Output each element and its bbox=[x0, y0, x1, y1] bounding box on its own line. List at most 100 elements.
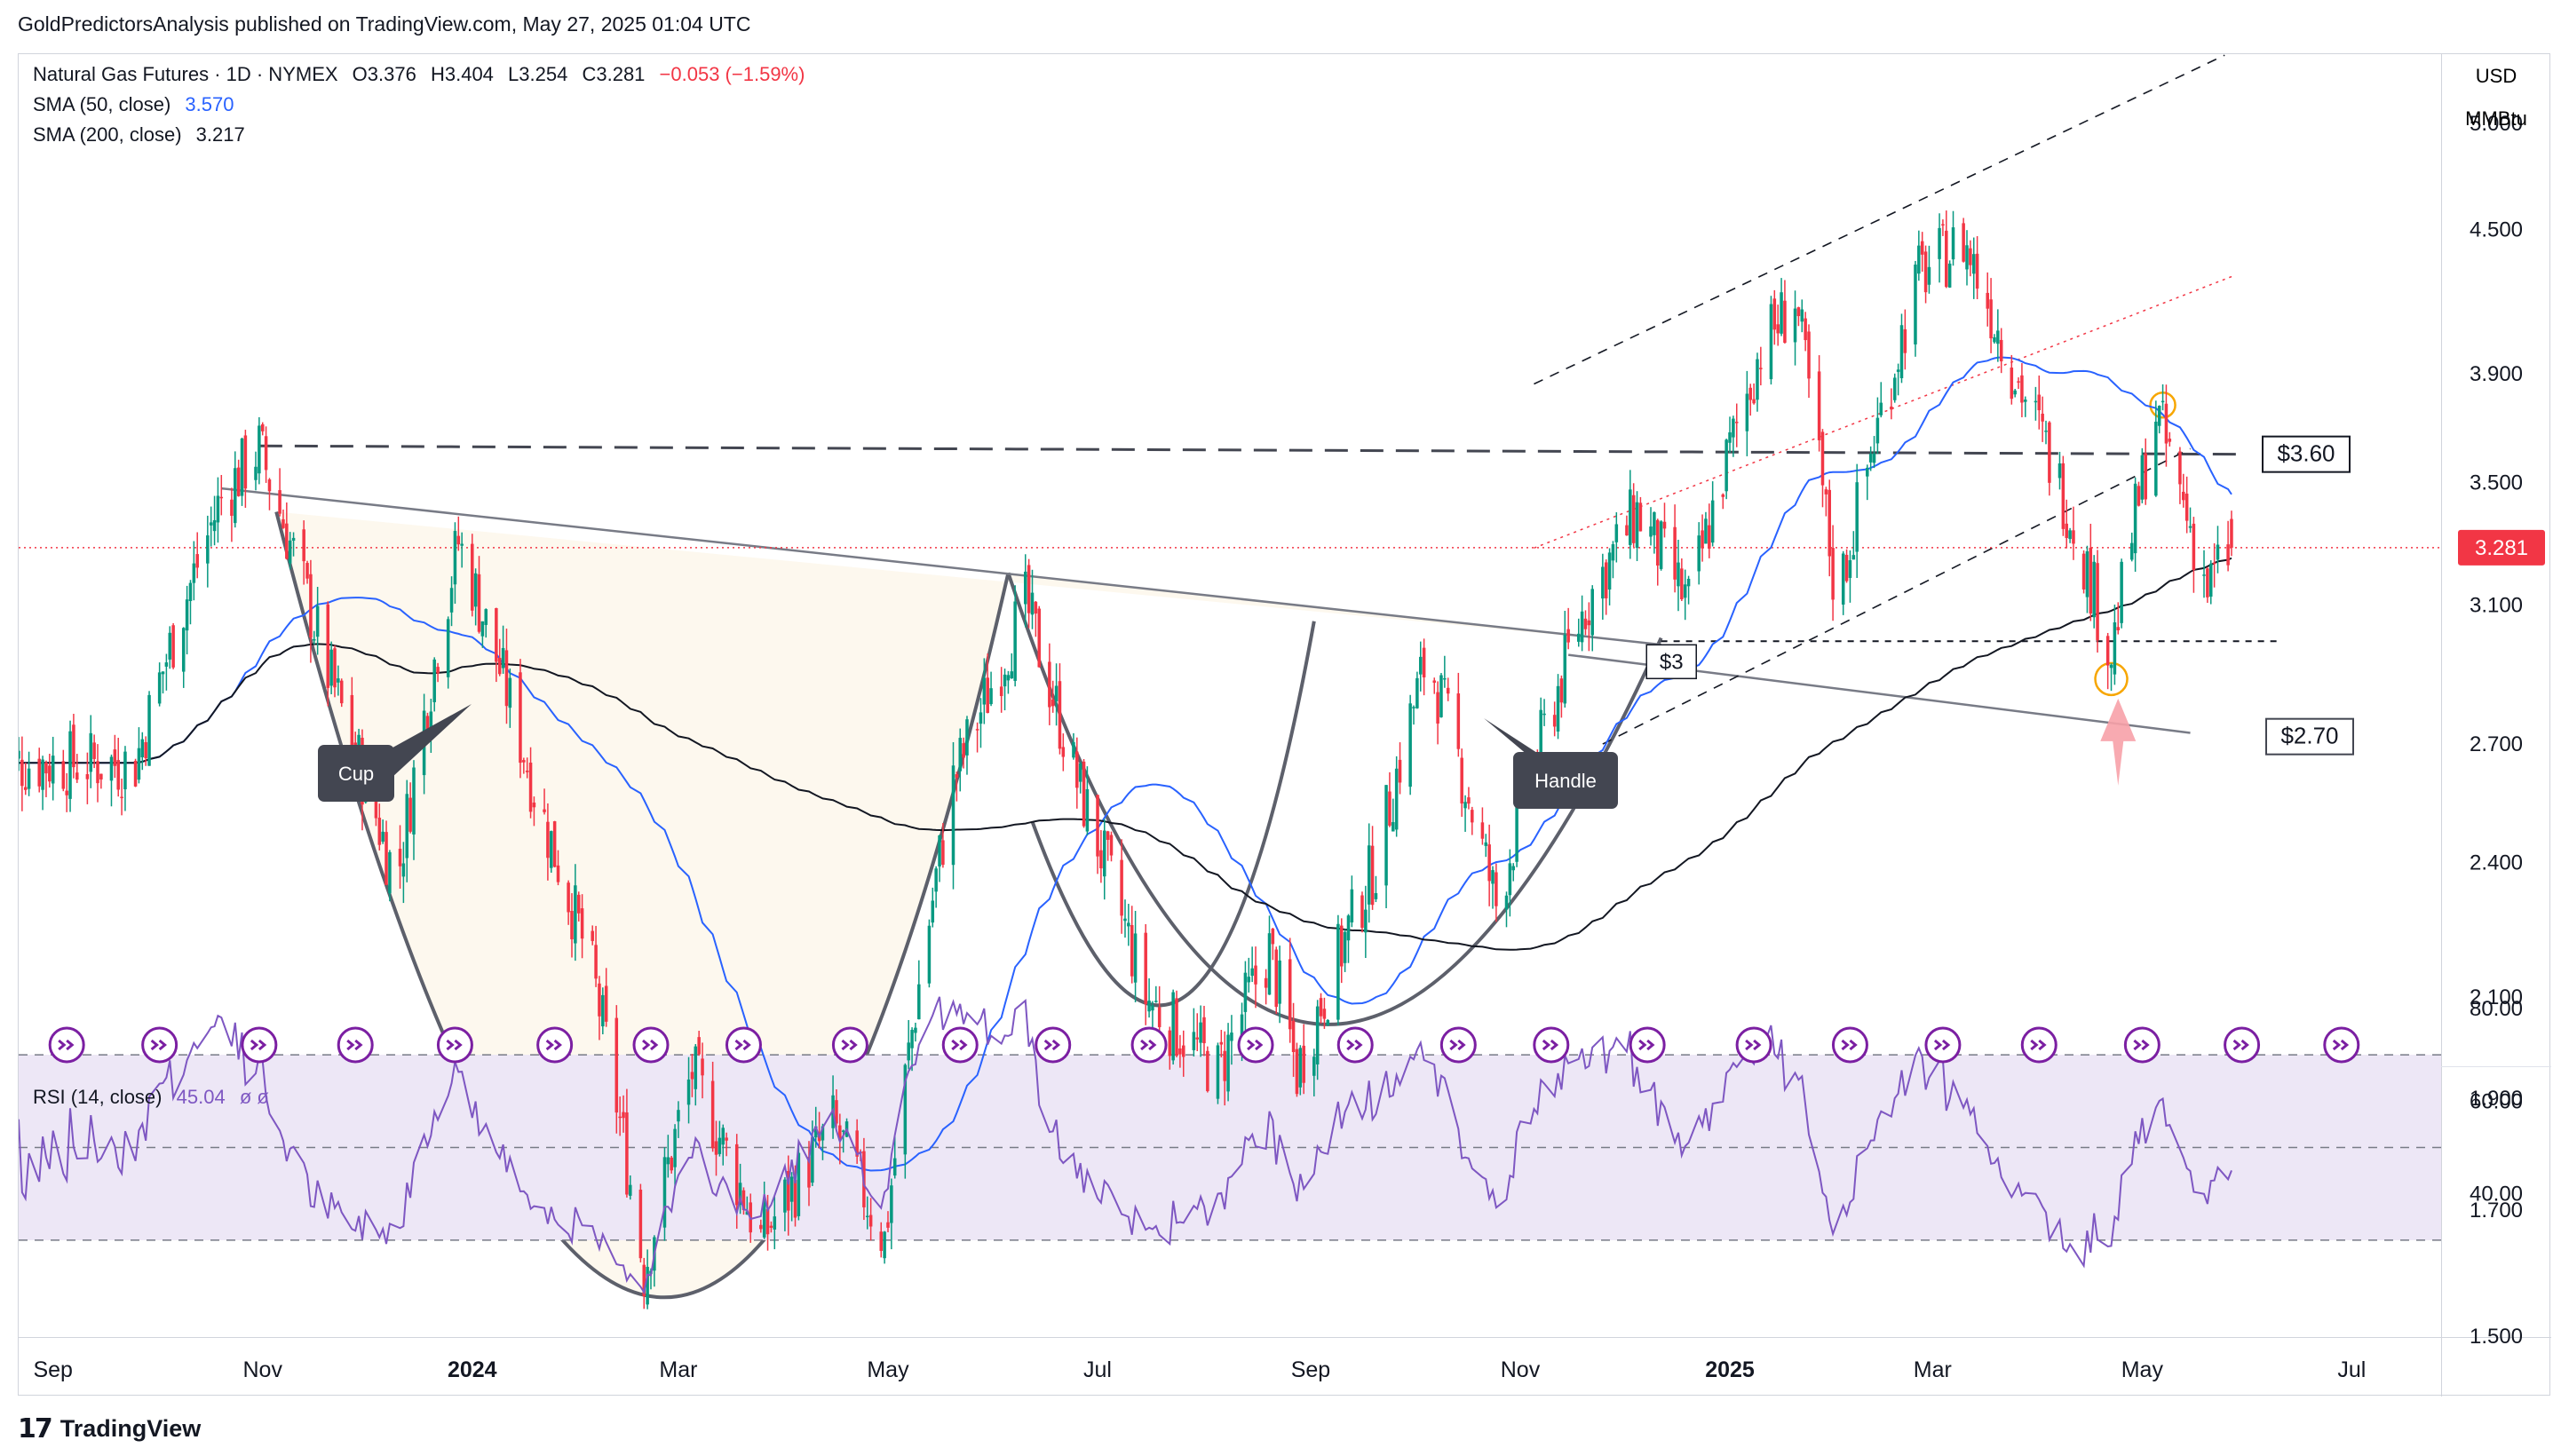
candle[interactable] bbox=[1971, 237, 1976, 299]
candle[interactable] bbox=[164, 653, 169, 691]
event-marker-icon[interactable] bbox=[1336, 1026, 1374, 1064]
candle[interactable] bbox=[598, 976, 601, 1041]
candle[interactable] bbox=[2013, 389, 2017, 398]
candle[interactable] bbox=[677, 1101, 680, 1138]
candle[interactable] bbox=[797, 1145, 801, 1221]
candle[interactable] bbox=[1013, 585, 1017, 687]
candle[interactable] bbox=[986, 653, 989, 714]
candle[interactable] bbox=[710, 1061, 715, 1152]
candle[interactable] bbox=[1552, 701, 1557, 737]
candle[interactable] bbox=[1312, 1048, 1316, 1096]
candle[interactable] bbox=[1783, 280, 1787, 344]
sma200-line[interactable] bbox=[19, 557, 2232, 951]
candle[interactable] bbox=[1721, 493, 1725, 510]
candle[interactable] bbox=[1576, 618, 1581, 647]
candle[interactable] bbox=[216, 477, 220, 543]
candle[interactable] bbox=[219, 474, 224, 516]
candle[interactable] bbox=[666, 1135, 670, 1178]
candle[interactable] bbox=[471, 534, 474, 617]
event-marker-icon[interactable] bbox=[1735, 1026, 1772, 1064]
candle[interactable] bbox=[841, 1129, 845, 1153]
candle[interactable] bbox=[2230, 510, 2233, 557]
candle[interactable] bbox=[1322, 997, 1327, 1029]
chart-svg[interactable]: Cup Handle $3.60 $3 $2.70 5.000 4.500 3.90… bbox=[17, 54, 2551, 1447]
candle[interactable] bbox=[147, 691, 151, 766]
candle[interactable] bbox=[2105, 632, 2110, 690]
candle[interactable] bbox=[1680, 558, 1684, 602]
candle[interactable] bbox=[1216, 1042, 1220, 1104]
candle[interactable] bbox=[1563, 611, 1567, 708]
candle[interactable] bbox=[453, 522, 457, 604]
candle[interactable] bbox=[769, 1221, 773, 1233]
candle[interactable] bbox=[890, 1178, 893, 1250]
candle[interactable] bbox=[1202, 1005, 1206, 1056]
candle[interactable] bbox=[1439, 673, 1443, 718]
candle[interactable] bbox=[339, 678, 344, 708]
candle[interactable] bbox=[1250, 946, 1254, 983]
candle[interactable] bbox=[1986, 272, 1989, 327]
candle[interactable] bbox=[1965, 230, 1969, 286]
candle[interactable] bbox=[1662, 502, 1667, 538]
candle[interactable] bbox=[291, 532, 296, 557]
candle[interactable] bbox=[1796, 306, 1801, 327]
candle[interactable] bbox=[1587, 602, 1591, 652]
candle[interactable] bbox=[765, 1194, 770, 1251]
candle[interactable] bbox=[1075, 737, 1079, 809]
candle[interactable] bbox=[1989, 278, 1993, 353]
candle[interactable] bbox=[2020, 362, 2024, 418]
candle[interactable] bbox=[1123, 899, 1127, 938]
candle[interactable] bbox=[567, 880, 570, 925]
candle[interactable] bbox=[1583, 610, 1588, 636]
candle[interactable] bbox=[1109, 831, 1114, 862]
candle[interactable] bbox=[2182, 473, 2185, 508]
candle[interactable] bbox=[192, 541, 196, 601]
candle[interactable] bbox=[1504, 891, 1509, 928]
candle[interactable] bbox=[638, 1183, 643, 1262]
candle[interactable] bbox=[243, 430, 248, 508]
candle[interactable] bbox=[1350, 875, 1354, 928]
candle[interactable] bbox=[1999, 328, 2003, 374]
candle[interactable] bbox=[938, 835, 941, 882]
candle[interactable] bbox=[1635, 491, 1639, 561]
candle[interactable] bbox=[762, 1181, 766, 1239]
candle[interactable] bbox=[2184, 476, 2189, 534]
candle[interactable] bbox=[329, 641, 333, 694]
candle[interactable] bbox=[1192, 1008, 1196, 1057]
candle[interactable] bbox=[234, 451, 237, 528]
candle[interactable] bbox=[1422, 638, 1426, 696]
candle[interactable] bbox=[1467, 787, 1471, 810]
candle[interactable] bbox=[1491, 866, 1495, 909]
candle[interactable] bbox=[2154, 400, 2158, 497]
candle[interactable] bbox=[1432, 677, 1436, 694]
candle[interactable] bbox=[432, 657, 436, 712]
candle[interactable] bbox=[37, 748, 41, 793]
candle[interactable] bbox=[1247, 957, 1251, 993]
candle[interactable] bbox=[1274, 946, 1278, 1015]
candle[interactable] bbox=[456, 516, 461, 551]
candle[interactable] bbox=[144, 736, 147, 766]
candle[interactable] bbox=[1683, 569, 1687, 621]
candle[interactable] bbox=[546, 803, 550, 881]
candle[interactable] bbox=[783, 1176, 787, 1231]
candle[interactable] bbox=[1130, 906, 1134, 984]
candle[interactable] bbox=[1096, 795, 1099, 874]
candle[interactable] bbox=[1370, 826, 1375, 910]
candle[interactable] bbox=[2081, 550, 2086, 594]
candle[interactable] bbox=[2044, 420, 2048, 445]
event-markers[interactable] bbox=[48, 1026, 2360, 1064]
candle[interactable] bbox=[2178, 447, 2182, 504]
candle[interactable] bbox=[185, 585, 189, 655]
candle[interactable] bbox=[907, 1019, 910, 1070]
candle[interactable] bbox=[738, 1163, 742, 1215]
candle[interactable] bbox=[1566, 607, 1570, 650]
candle[interactable] bbox=[305, 560, 309, 584]
candle[interactable] bbox=[574, 864, 577, 961]
candle[interactable] bbox=[1302, 1024, 1305, 1095]
candle[interactable] bbox=[1058, 663, 1062, 755]
candle[interactable] bbox=[591, 925, 594, 946]
candle[interactable] bbox=[1975, 235, 1979, 300]
candle[interactable] bbox=[1923, 245, 1928, 304]
candle[interactable] bbox=[662, 1147, 667, 1241]
candle[interactable] bbox=[886, 1211, 890, 1232]
candle[interactable] bbox=[934, 866, 938, 908]
